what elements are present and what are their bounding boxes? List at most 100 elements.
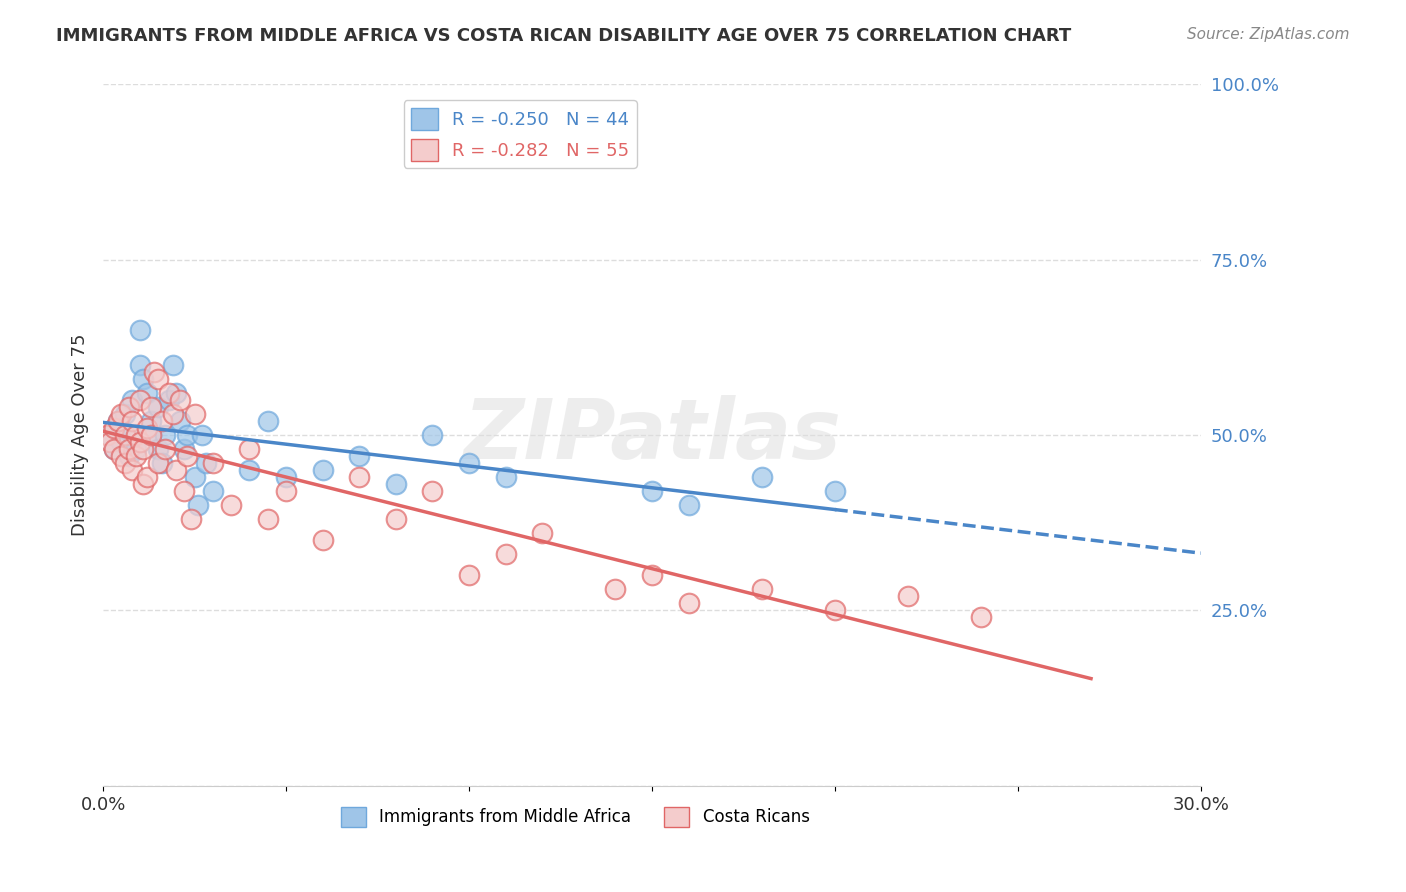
Point bbox=[678, 498, 700, 512]
Point bbox=[146, 456, 169, 470]
Point bbox=[121, 414, 143, 428]
Point bbox=[132, 442, 155, 457]
Point bbox=[155, 442, 177, 457]
Point bbox=[139, 400, 162, 414]
Point bbox=[176, 428, 198, 442]
Point bbox=[136, 386, 159, 401]
Point bbox=[150, 456, 173, 470]
Point bbox=[458, 456, 481, 470]
Point bbox=[114, 428, 136, 442]
Point bbox=[139, 428, 162, 442]
Point bbox=[183, 407, 205, 421]
Point bbox=[162, 358, 184, 372]
Point bbox=[132, 372, 155, 386]
Legend: Immigrants from Middle Africa, Costa Ricans: Immigrants from Middle Africa, Costa Ric… bbox=[335, 800, 817, 833]
Point bbox=[121, 392, 143, 407]
Point bbox=[824, 603, 846, 617]
Point bbox=[201, 484, 224, 499]
Point bbox=[678, 596, 700, 610]
Point bbox=[96, 428, 118, 442]
Point bbox=[641, 484, 664, 499]
Point bbox=[118, 400, 141, 414]
Point bbox=[173, 442, 195, 457]
Point bbox=[176, 449, 198, 463]
Point bbox=[103, 421, 125, 435]
Point bbox=[422, 428, 444, 442]
Point bbox=[157, 386, 180, 401]
Point bbox=[183, 470, 205, 484]
Point bbox=[495, 547, 517, 561]
Point bbox=[187, 498, 209, 512]
Point bbox=[194, 456, 217, 470]
Point bbox=[128, 435, 150, 450]
Point bbox=[118, 449, 141, 463]
Text: IMMIGRANTS FROM MIDDLE AFRICA VS COSTA RICAN DISABILITY AGE OVER 75 CORRELATION : IMMIGRANTS FROM MIDDLE AFRICA VS COSTA R… bbox=[56, 27, 1071, 45]
Point bbox=[128, 358, 150, 372]
Point bbox=[458, 568, 481, 582]
Point bbox=[110, 407, 132, 421]
Point bbox=[157, 392, 180, 407]
Text: ZIPatlas: ZIPatlas bbox=[463, 394, 841, 475]
Point bbox=[256, 414, 278, 428]
Point bbox=[146, 400, 169, 414]
Point bbox=[173, 484, 195, 499]
Point bbox=[128, 323, 150, 337]
Point bbox=[238, 442, 260, 457]
Point bbox=[125, 449, 148, 463]
Point bbox=[605, 582, 627, 597]
Point bbox=[422, 484, 444, 499]
Point bbox=[136, 470, 159, 484]
Point bbox=[139, 414, 162, 428]
Point bbox=[110, 435, 132, 450]
Point bbox=[201, 456, 224, 470]
Point bbox=[191, 428, 214, 442]
Point bbox=[311, 533, 333, 548]
Point bbox=[128, 392, 150, 407]
Point bbox=[143, 365, 166, 379]
Point bbox=[274, 470, 297, 484]
Y-axis label: Disability Age Over 75: Disability Age Over 75 bbox=[72, 334, 89, 536]
Point bbox=[169, 392, 191, 407]
Point bbox=[114, 407, 136, 421]
Point bbox=[146, 372, 169, 386]
Point bbox=[531, 526, 554, 541]
Point bbox=[118, 442, 141, 457]
Point bbox=[897, 590, 920, 604]
Point bbox=[110, 449, 132, 463]
Point bbox=[107, 414, 129, 428]
Point bbox=[103, 442, 125, 457]
Point bbox=[311, 463, 333, 477]
Point bbox=[100, 435, 122, 450]
Point bbox=[150, 414, 173, 428]
Point bbox=[256, 512, 278, 526]
Point bbox=[219, 498, 242, 512]
Point bbox=[970, 610, 993, 624]
Point bbox=[146, 442, 169, 457]
Point bbox=[121, 463, 143, 477]
Point bbox=[349, 449, 371, 463]
Point bbox=[121, 428, 143, 442]
Point bbox=[385, 477, 408, 491]
Point bbox=[114, 456, 136, 470]
Point bbox=[132, 477, 155, 491]
Point bbox=[641, 568, 664, 582]
Point bbox=[162, 407, 184, 421]
Point bbox=[349, 470, 371, 484]
Point bbox=[169, 414, 191, 428]
Point bbox=[495, 470, 517, 484]
Point bbox=[165, 386, 187, 401]
Point bbox=[165, 463, 187, 477]
Point bbox=[155, 428, 177, 442]
Point bbox=[180, 512, 202, 526]
Point bbox=[824, 484, 846, 499]
Text: Source: ZipAtlas.com: Source: ZipAtlas.com bbox=[1187, 27, 1350, 42]
Point bbox=[139, 428, 162, 442]
Point bbox=[100, 428, 122, 442]
Point bbox=[751, 582, 773, 597]
Point bbox=[110, 421, 132, 435]
Point bbox=[136, 421, 159, 435]
Point bbox=[385, 512, 408, 526]
Point bbox=[238, 463, 260, 477]
Point bbox=[103, 442, 125, 457]
Point bbox=[125, 442, 148, 457]
